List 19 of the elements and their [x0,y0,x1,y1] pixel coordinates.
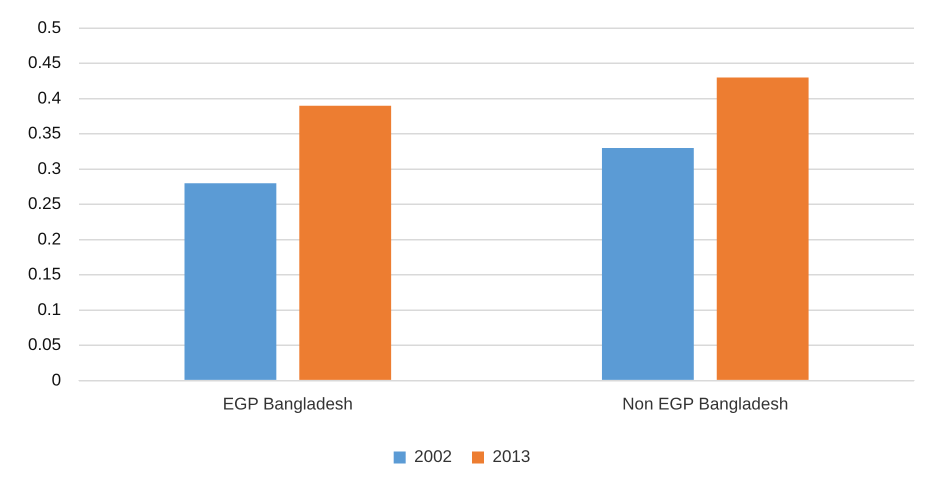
y-tick-label: 0 [52,370,62,390]
y-tick-label: 0.45 [28,53,62,72]
legend-label: 2013 [492,447,530,466]
y-tick-label: 0.3 [37,158,62,178]
y-tick-label: 0.15 [28,264,62,284]
bar [602,148,694,380]
y-tick-label: 0.1 [37,300,62,319]
y-tick-label: 0.5 [37,18,62,37]
y-tick-label: 0.25 [28,194,62,214]
y-tick-label: 0.4 [37,88,62,108]
x-tick-label: Non EGP Bangladesh [622,394,788,414]
bar [184,183,276,380]
y-tick-label: 0.2 [37,229,62,248]
x-tick-label: EGP Bangladesh [222,394,353,414]
bar [716,78,809,380]
bar [299,106,392,380]
legend-label: 2002 [414,447,452,466]
y-tick-label: 0.05 [28,335,62,354]
y-tick-label: 0.35 [28,124,62,143]
